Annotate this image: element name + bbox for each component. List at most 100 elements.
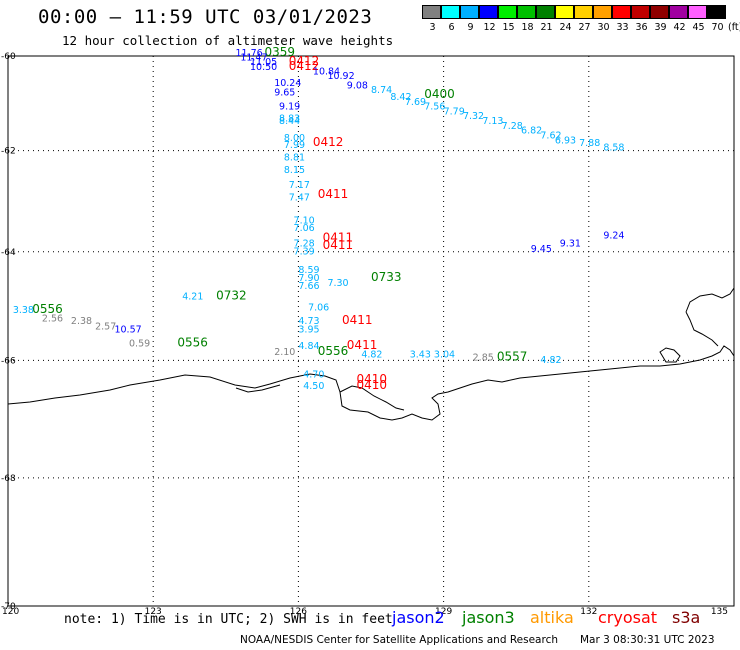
color-swatch bbox=[707, 5, 726, 19]
color-swatch bbox=[650, 5, 669, 19]
pass-time-label: 0411 bbox=[318, 187, 349, 201]
footer-credit: NOAA/NESDIS Center for Satellite Applica… bbox=[240, 634, 558, 646]
wave-height-reading: 7.17 bbox=[289, 180, 310, 191]
color-swatch bbox=[441, 5, 460, 19]
color-swatch-label: 36 bbox=[635, 22, 648, 33]
lat-label: -64 bbox=[1, 248, 16, 258]
wave-height-reading: 10.57 bbox=[114, 324, 141, 335]
page-subtitle: 12 hour collection of altimeter wave hei… bbox=[62, 33, 394, 48]
wave-height-reading: 7.56 bbox=[424, 102, 445, 113]
wave-height-reading: 8.15 bbox=[284, 165, 305, 176]
wave-height-reading: 2.57 bbox=[95, 322, 116, 333]
wave-height-reading: 7.28 bbox=[502, 121, 523, 132]
wave-height-reading: 3.95 bbox=[298, 324, 319, 335]
wave-height-reading: 6.82 bbox=[521, 126, 542, 137]
wave-height-reading: 2.38 bbox=[71, 316, 92, 327]
wave-height-reading: 9.24 bbox=[603, 231, 624, 242]
pass-time-label: 0556 bbox=[177, 335, 208, 349]
color-swatch bbox=[460, 5, 479, 19]
wave-height-reading: 8.44 bbox=[279, 116, 300, 127]
lat-label: -70 bbox=[1, 602, 16, 612]
color-swatch-label: 39 bbox=[654, 22, 667, 33]
color-scale-unit: (ft) bbox=[728, 22, 740, 33]
color-swatch-label: 70 bbox=[711, 22, 724, 33]
pass-time-label: 0411 bbox=[323, 238, 354, 252]
color-swatch-label: 21 bbox=[540, 22, 553, 33]
wave-height-reading: 4.21 bbox=[182, 292, 203, 303]
coastline-ice-shelf bbox=[235, 384, 405, 411]
lon-label: 132 bbox=[580, 607, 597, 617]
wave-height-reading: 8.59 bbox=[298, 265, 319, 276]
color-swatch-label: 45 bbox=[692, 22, 705, 33]
color-swatch-label: 18 bbox=[521, 22, 534, 33]
pass-time-label: 0359 bbox=[265, 45, 296, 59]
wave-height-reading: 7.66 bbox=[298, 281, 319, 292]
footer-timestamp: Mar 3 08:30:31 UTC 2023 bbox=[580, 634, 715, 646]
wave-height-reading: 7.69 bbox=[405, 97, 426, 108]
color-swatch-label: 30 bbox=[597, 22, 610, 33]
wave-height-reading: 7.28 bbox=[294, 239, 315, 250]
color-swatch bbox=[688, 5, 707, 19]
wave-height-reading: 11.05 bbox=[250, 57, 277, 68]
wave-height-reading: 8.42 bbox=[390, 92, 411, 103]
lat-label: -68 bbox=[1, 474, 16, 484]
wave-height-reading: 8.83 bbox=[279, 114, 300, 125]
wave-height-reading: 7.79 bbox=[444, 106, 465, 117]
lon-label: 135 bbox=[711, 607, 728, 617]
lon-label: 123 bbox=[145, 607, 162, 617]
color-swatch-label: 15 bbox=[502, 22, 515, 33]
pass-time-label: 0410 bbox=[356, 372, 387, 386]
wave-height-reading: 6.93 bbox=[555, 135, 576, 146]
color-swatch bbox=[574, 5, 593, 19]
graticule bbox=[8, 56, 734, 606]
wave-height-reading: 9.19 bbox=[279, 102, 300, 113]
color-swatch-label: 33 bbox=[616, 22, 629, 33]
pass-time-label: 0732 bbox=[216, 289, 247, 303]
wave-height-reading: 9.45 bbox=[531, 244, 552, 255]
wave-height-reading: 2.10 bbox=[274, 347, 295, 358]
sat-legend-s3a: s3a bbox=[672, 608, 701, 627]
pass-time-label: 0733 bbox=[371, 270, 402, 284]
sat-legend-jason2: jason2 bbox=[392, 608, 445, 627]
wave-height-reading: 7.06 bbox=[308, 303, 329, 314]
coastline-peninsula bbox=[685, 287, 735, 347]
pass-time-label: 0412 bbox=[289, 59, 320, 73]
wave-height-reading: 7.10 bbox=[294, 215, 315, 226]
footer-note: note: 1) Time is in UTC; 2) SWH is in fe… bbox=[64, 612, 393, 627]
wave-height-reading: 10.24 bbox=[274, 78, 301, 89]
wave-height-reading: 11.47 bbox=[240, 53, 267, 64]
pass-time-label: 0557 bbox=[497, 349, 528, 363]
wave-height-reading: 7.39 bbox=[294, 246, 315, 257]
wave-height-reading: 4.50 bbox=[303, 381, 324, 392]
wave-height-reading: 7.99 bbox=[284, 140, 305, 151]
sat-legend-jason3: jason3 bbox=[462, 608, 515, 627]
lon-label: 126 bbox=[290, 607, 307, 617]
wave-height-reading: 7.32 bbox=[463, 111, 484, 122]
wave-height-reading: 2.85 bbox=[473, 352, 494, 363]
color-swatch bbox=[536, 5, 555, 19]
wave-height-reading: 3.04 bbox=[434, 350, 455, 361]
color-swatch bbox=[517, 5, 536, 19]
wave-height-reading: 9.08 bbox=[347, 80, 368, 91]
map-frame bbox=[7, 55, 735, 607]
pass-time-label: 0400 bbox=[424, 87, 455, 101]
color-swatch bbox=[479, 5, 498, 19]
color-swatch-label: 24 bbox=[559, 22, 572, 33]
pass-time-label: 0556 bbox=[318, 344, 349, 358]
wave-height-reading: 10.84 bbox=[313, 66, 340, 77]
wave-height-reading: 0.59 bbox=[129, 338, 150, 349]
wave-height-reading: 10.92 bbox=[327, 71, 354, 82]
color-swatch bbox=[555, 5, 574, 19]
lat-label: -62 bbox=[1, 147, 16, 157]
color-swatch bbox=[669, 5, 688, 19]
lon-label: 120 bbox=[2, 607, 19, 617]
color-swatch bbox=[631, 5, 650, 19]
coastline-island bbox=[659, 347, 681, 363]
wave-height-reading: 7.13 bbox=[482, 116, 503, 127]
pass-time-label: 0556 bbox=[32, 302, 63, 316]
color-swatch-label: 27 bbox=[578, 22, 591, 33]
wave-height-reading: 4.84 bbox=[298, 341, 319, 352]
wave-height-reading: 3.38 bbox=[13, 305, 34, 316]
